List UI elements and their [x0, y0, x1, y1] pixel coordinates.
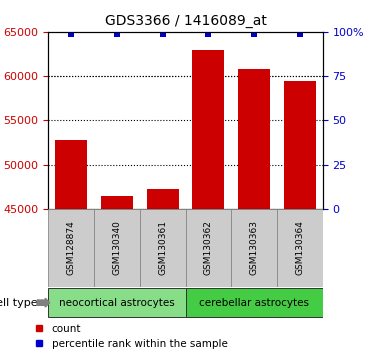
Bar	[277, 209, 323, 287]
Bar	[238, 69, 270, 209]
Bar	[140, 209, 186, 287]
Legend: count, percentile rank within the sample: count, percentile rank within the sample	[35, 324, 227, 349]
Bar	[94, 209, 140, 287]
Text: cell type: cell type	[0, 298, 41, 308]
Point	[251, 31, 257, 36]
Bar	[231, 209, 277, 287]
Point	[114, 31, 120, 36]
Text: GSM128874: GSM128874	[67, 221, 76, 275]
Bar	[186, 288, 323, 317]
Point	[297, 31, 303, 36]
Bar	[48, 288, 186, 317]
Bar	[147, 189, 179, 209]
Point	[206, 31, 211, 36]
Text: GSM130361: GSM130361	[158, 220, 167, 275]
Bar	[192, 50, 224, 209]
Text: neocortical astrocytes: neocortical astrocytes	[59, 298, 175, 308]
Bar	[101, 195, 133, 209]
Text: GSM130363: GSM130363	[250, 220, 259, 275]
Text: GSM130364: GSM130364	[295, 220, 304, 275]
Title: GDS3366 / 1416089_at: GDS3366 / 1416089_at	[105, 14, 266, 28]
Point	[68, 31, 74, 36]
Bar	[284, 81, 316, 209]
Bar	[186, 209, 231, 287]
Bar	[55, 140, 87, 209]
Text: cerebellar astrocytes: cerebellar astrocytes	[199, 298, 309, 308]
Bar	[48, 209, 94, 287]
Point	[160, 31, 165, 36]
Text: GSM130362: GSM130362	[204, 220, 213, 275]
Text: GSM130340: GSM130340	[112, 220, 121, 275]
